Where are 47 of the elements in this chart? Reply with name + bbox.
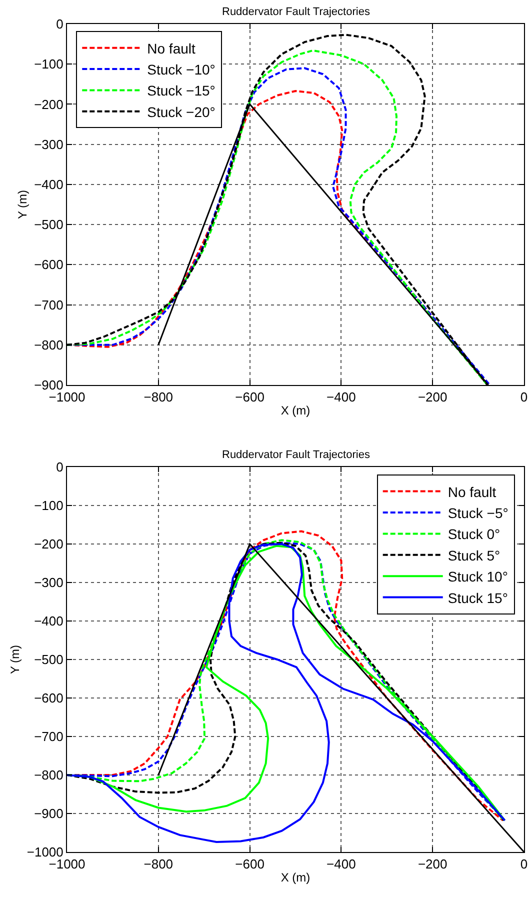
y-tick-label: 0 [56,16,64,32]
x-tick-label: −800 [144,856,174,872]
legend-label: Stuck 10° [448,568,508,585]
x-tick-label: −400 [326,390,356,405]
y-tick-label: −400 [34,614,64,629]
y-tick-label: −100 [34,56,64,72]
legend-label: Stuck 0° [448,526,500,542]
y-tick-label: −900 [34,378,64,393]
y-tick-label: −900 [34,806,64,822]
y-tick-label: −200 [34,96,64,112]
y-tick-label: −600 [34,257,64,272]
x-tick-label: −200 [418,390,448,405]
chart-title: Ruddervator Fault Trajectories [222,6,370,18]
x-axis-title: X (m) [280,404,310,418]
legend-label: Stuck −5° [448,504,508,521]
legend-label: Stuck 15° [448,590,508,606]
x-axis-title: X (m) [280,870,310,884]
y-tick-label: −300 [34,136,64,152]
legend-label: Stuck −20° [147,104,216,120]
x-tick-label: 0 [520,390,528,405]
legend-label: Stuck −10° [147,61,216,78]
y-tick-label: −400 [34,176,64,192]
y-tick-label: 0 [56,460,64,475]
y-tick-label: −700 [34,729,64,744]
y-tick-label: −1000 [26,844,64,860]
x-tick-label: −800 [144,390,174,405]
x-tick-label: −600 [235,856,264,872]
y-axis-title: Y (m) [8,644,22,674]
y-tick-label: −300 [34,575,64,590]
y-tick-label: −600 [34,690,64,706]
x-tick-label: −400 [326,856,356,872]
legend-label: No fault [448,484,496,500]
y-tick-label: −500 [34,652,64,668]
y-tick-label: −200 [34,536,64,552]
y-tick-label: −500 [34,217,64,232]
chart-title: Ruddervator Fault Trajectories [222,449,370,461]
y-tick-label: −700 [34,297,64,312]
legend-label: Stuck −15° [147,82,216,99]
y-tick-label: −800 [34,337,64,352]
y-axis-title: Y (m) [15,190,30,220]
y-tick-label: −800 [34,768,64,783]
x-tick-label: 0 [520,856,528,872]
y-tick-label: −100 [34,498,64,514]
legend-label: Stuck 5° [448,547,500,564]
x-tick-label: −600 [235,390,264,405]
legend-label: No fault [147,40,196,56]
x-tick-label: −200 [418,856,448,872]
